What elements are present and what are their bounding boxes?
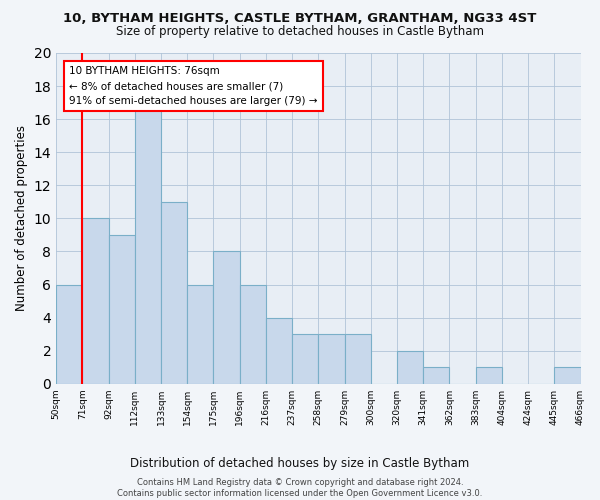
Text: Size of property relative to detached houses in Castle Bytham: Size of property relative to detached ho… [116, 25, 484, 38]
Bar [187, 284, 214, 384]
Bar [292, 334, 319, 384]
Bar [109, 235, 135, 384]
Bar [82, 218, 109, 384]
Bar [266, 318, 292, 384]
Text: Contains HM Land Registry data © Crown copyright and database right 2024.
Contai: Contains HM Land Registry data © Crown c… [118, 478, 482, 498]
Bar [214, 252, 239, 384]
Bar [135, 102, 161, 384]
Text: Distribution of detached houses by size in Castle Bytham: Distribution of detached houses by size … [130, 458, 470, 470]
Text: 10 BYTHAM HEIGHTS: 76sqm
← 8% of detached houses are smaller (7)
91% of semi-det: 10 BYTHAM HEIGHTS: 76sqm ← 8% of detache… [69, 66, 318, 106]
Bar [161, 202, 187, 384]
Bar [397, 350, 423, 384]
Y-axis label: Number of detached properties: Number of detached properties [15, 126, 28, 312]
Bar [344, 334, 371, 384]
Text: 10, BYTHAM HEIGHTS, CASTLE BYTHAM, GRANTHAM, NG33 4ST: 10, BYTHAM HEIGHTS, CASTLE BYTHAM, GRANT… [64, 12, 536, 26]
Bar [319, 334, 344, 384]
Bar [423, 367, 449, 384]
Bar [554, 367, 581, 384]
Bar [476, 367, 502, 384]
Bar [56, 284, 82, 384]
Bar [239, 284, 266, 384]
